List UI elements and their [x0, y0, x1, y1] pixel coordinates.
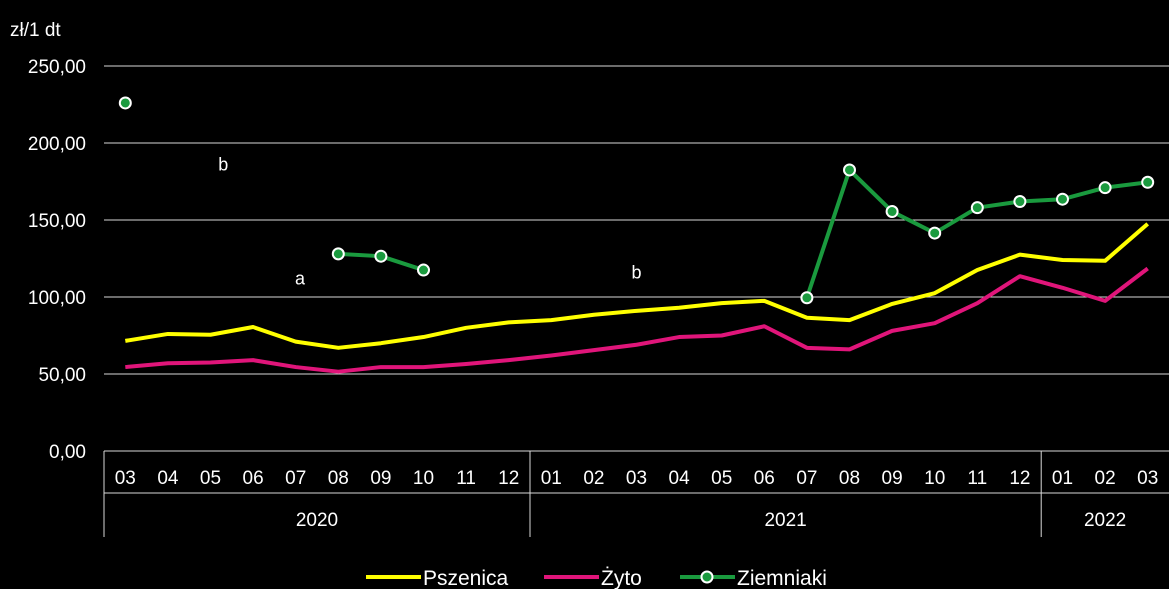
series-line-ziemniaki: [805, 167, 1148, 299]
y-tick-label: 100,00: [28, 288, 86, 309]
x-tick-label: 02: [1095, 468, 1116, 489]
y-axis-label: zł/1 dt: [10, 20, 61, 41]
x-tick-label: 01: [1052, 468, 1073, 489]
year-label: 2021: [764, 510, 806, 531]
x-tick-label: 03: [626, 468, 647, 489]
x-tick-label: 07: [285, 468, 306, 489]
x-tick-label: 06: [754, 468, 775, 489]
data-point-ziemniaki: [970, 201, 984, 215]
x-tick-label: 04: [669, 468, 691, 489]
legend-label-ziemniaki: Ziemniaki: [737, 567, 827, 589]
y-tick-label: 250,00: [28, 57, 86, 78]
annotation-label: b: [631, 262, 641, 282]
data-point-ziemniaki: [1141, 175, 1155, 189]
data-point-ziemniaki: [928, 226, 942, 240]
x-tick-label: 04: [157, 468, 179, 489]
series-line--yto: [125, 266, 1149, 374]
y-tick-label: 150,00: [28, 211, 86, 232]
legend-label-pszenica: Pszenica: [423, 567, 509, 589]
x-tick-label: 08: [839, 468, 860, 489]
year-label: 2022: [1084, 510, 1126, 531]
annotations: b a b: [218, 155, 641, 289]
data-point-ziemniaki: [118, 96, 132, 110]
x-tick-label: 09: [882, 468, 903, 489]
data-point-ziemniaki: [374, 249, 388, 263]
annotation-label: a: [295, 269, 306, 289]
data-point-ziemniaki: [1056, 192, 1069, 206]
y-tick-label: 50,00: [38, 365, 86, 386]
annotation-label: b: [218, 155, 228, 175]
legend: Pszenica Żyto Ziemniaki: [366, 567, 827, 589]
x-tick-label: 10: [924, 468, 945, 489]
data-point-ziemniaki: [885, 205, 899, 219]
x-axis: 2020 2021 2022 03 04 05 06 07 08 09 10 11 12 01 02 03 04…: [103, 451, 1169, 537]
data-point-ziemniaki: [1013, 195, 1027, 209]
y-tick-label: 200,00: [28, 134, 86, 155]
y-tick-labels: 0,00 50,00 100,00 150,00 200,00 250,00: [28, 57, 86, 463]
x-tick-label: 03: [1137, 468, 1158, 489]
gridlines: [104, 65, 1169, 452]
x-tick-label: 05: [711, 468, 732, 489]
series-group: [118, 96, 1155, 374]
data-point-ziemniaki: [1098, 181, 1112, 195]
x-tick-label: 09: [370, 468, 391, 489]
x-tick-label: 02: [583, 468, 604, 489]
x-tick-label: 10: [413, 468, 434, 489]
data-point-ziemniaki: [843, 163, 856, 177]
legend-label--yto: Żyto: [601, 567, 642, 589]
x-tick-label: 01: [541, 468, 562, 489]
legend-marker-ziemniaki: [700, 570, 714, 584]
y-tick-label: 0,00: [49, 442, 86, 463]
data-point-ziemniaki: [331, 247, 345, 261]
data-point-ziemniaki: [800, 291, 814, 305]
series-line-pszenica: [124, 222, 1150, 350]
x-tick-label: 11: [456, 468, 476, 489]
x-tick-label: 12: [1009, 468, 1030, 489]
x-tick-label: 08: [328, 468, 349, 489]
x-tick-label: 12: [498, 468, 519, 489]
data-point-ziemniaki: [417, 263, 430, 277]
x-tick-label: 05: [200, 468, 221, 489]
x-tick-label: 06: [243, 468, 264, 489]
x-tick-label: 07: [796, 468, 817, 489]
x-tick-label: 03: [115, 468, 136, 489]
x-tick-label: 11: [967, 468, 987, 489]
year-label: 2020: [296, 510, 338, 531]
